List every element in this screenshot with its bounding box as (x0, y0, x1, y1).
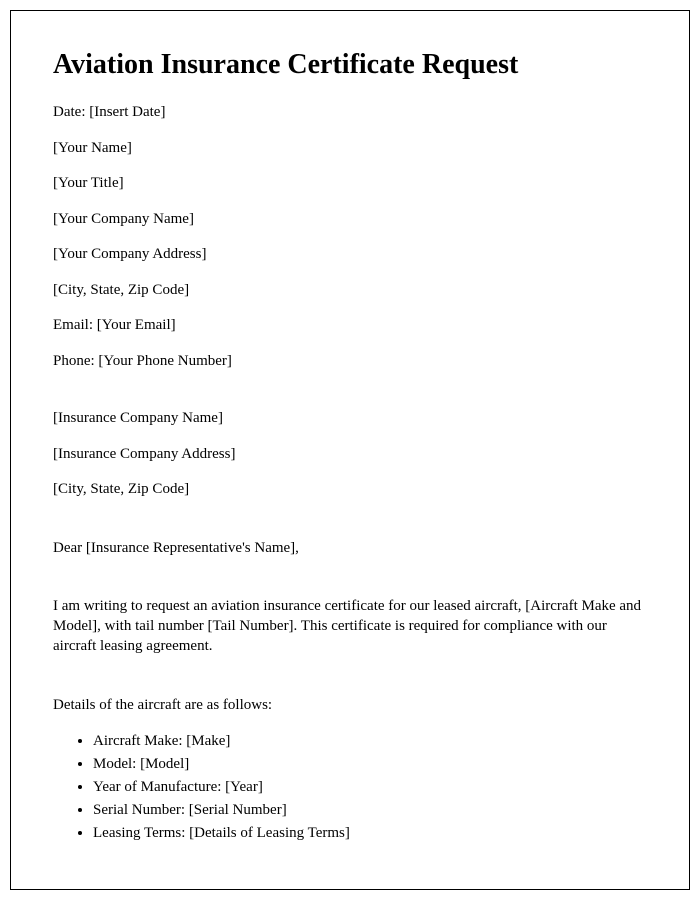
sender-email: Email: [Your Email] (53, 316, 647, 336)
document-title: Aviation Insurance Certificate Request (53, 49, 647, 81)
intro-paragraph: I am writing to request an aviation insu… (53, 596, 647, 657)
spacer (53, 516, 647, 538)
spacer (53, 673, 647, 695)
sender-date: Date: [Insert Date] (53, 103, 647, 123)
spacer (53, 387, 647, 409)
sender-company: [Your Company Name] (53, 210, 647, 230)
sender-phone: Phone: [Your Phone Number] (53, 352, 647, 372)
detail-make: Aircraft Make: [Make] (93, 731, 647, 752)
spacer (53, 574, 647, 596)
detail-leasing: Leasing Terms: [Details of Leasing Terms… (93, 823, 647, 844)
sender-title: [Your Title] (53, 174, 647, 194)
detail-serial: Serial Number: [Serial Number] (93, 800, 647, 821)
recipient-city: [City, State, Zip Code] (53, 480, 647, 500)
recipient-company: [Insurance Company Name] (53, 409, 647, 429)
sender-name: [Your Name] (53, 139, 647, 159)
sender-city: [City, State, Zip Code] (53, 281, 647, 301)
detail-model: Model: [Model] (93, 754, 647, 775)
detail-year: Year of Manufacture: [Year] (93, 777, 647, 798)
document-page: Aviation Insurance Certificate Request D… (10, 10, 690, 890)
details-heading: Details of the aircraft are as follows: (53, 695, 647, 715)
aircraft-details-list: Aircraft Make: [Make] Model: [Model] Yea… (93, 731, 647, 844)
recipient-address: [Insurance Company Address] (53, 445, 647, 465)
salutation: Dear [Insurance Representative's Name], (53, 538, 647, 558)
sender-address: [Your Company Address] (53, 245, 647, 265)
